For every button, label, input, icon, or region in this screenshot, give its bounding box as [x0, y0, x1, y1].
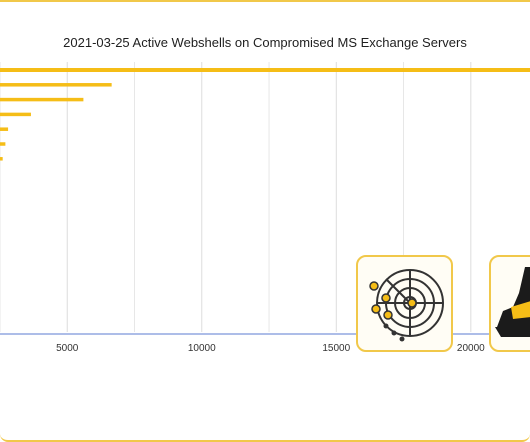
hacker-icon-card: [489, 255, 530, 352]
x-tick-label: 5000: [56, 343, 79, 354]
radar-icon: [369, 269, 444, 342]
grid-lines: [0, 62, 472, 332]
x-tick-label: 15000: [322, 343, 350, 354]
x-tick-label: 10000: [188, 343, 216, 354]
bar: [0, 68, 530, 72]
bar: [0, 157, 3, 161]
x-tick-label: 20000: [457, 343, 485, 354]
radar-icon-card: [356, 255, 453, 352]
bars: [0, 68, 530, 161]
bar: [0, 97, 84, 102]
hacker-icon: [495, 267, 530, 337]
bar: [0, 112, 31, 117]
bar: [0, 142, 6, 146]
bar: [0, 127, 9, 131]
chart-title: 2021-03-25 Active Webshells on Compromis…: [63, 35, 467, 50]
bar: [0, 83, 112, 87]
